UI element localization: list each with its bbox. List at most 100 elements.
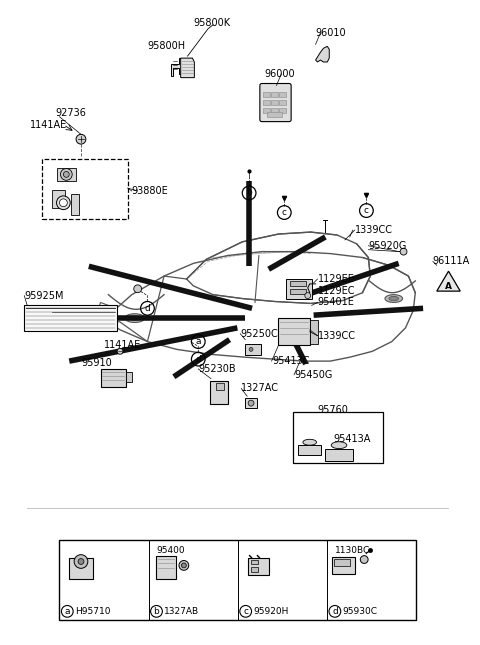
FancyBboxPatch shape <box>279 100 286 105</box>
FancyBboxPatch shape <box>57 168 76 181</box>
Text: 95413C: 95413C <box>273 356 310 366</box>
FancyBboxPatch shape <box>156 555 176 579</box>
Text: 95760: 95760 <box>318 405 348 415</box>
FancyBboxPatch shape <box>278 318 310 346</box>
Text: 95910: 95910 <box>81 358 112 368</box>
Text: 93880E: 93880E <box>132 186 168 196</box>
Text: 1130BC: 1130BC <box>335 546 370 555</box>
FancyBboxPatch shape <box>267 112 282 117</box>
Polygon shape <box>437 271 460 291</box>
Text: 96111A: 96111A <box>433 257 470 266</box>
Text: 95920G: 95920G <box>368 241 407 251</box>
FancyBboxPatch shape <box>71 194 79 215</box>
FancyBboxPatch shape <box>271 92 278 97</box>
FancyBboxPatch shape <box>52 190 65 208</box>
Ellipse shape <box>331 442 347 448</box>
Text: 95250C: 95250C <box>240 329 278 339</box>
FancyBboxPatch shape <box>210 381 228 404</box>
FancyBboxPatch shape <box>310 320 318 344</box>
Ellipse shape <box>389 297 398 301</box>
Circle shape <box>360 555 368 564</box>
Circle shape <box>63 172 69 177</box>
Circle shape <box>249 348 253 352</box>
Circle shape <box>74 555 88 568</box>
Text: A: A <box>445 283 452 292</box>
Polygon shape <box>315 46 329 62</box>
Text: 1141AE: 1141AE <box>104 341 141 350</box>
Circle shape <box>181 563 186 568</box>
Text: d: d <box>332 607 338 616</box>
Ellipse shape <box>130 315 140 321</box>
Polygon shape <box>171 58 192 75</box>
Text: 95800K: 95800K <box>193 18 230 28</box>
Text: 95925M: 95925M <box>24 291 64 301</box>
Text: 95401E: 95401E <box>318 297 354 308</box>
Text: 1141AE: 1141AE <box>30 119 67 130</box>
Circle shape <box>400 248 407 255</box>
FancyBboxPatch shape <box>260 83 291 122</box>
Text: c: c <box>243 607 248 616</box>
Ellipse shape <box>385 295 403 303</box>
FancyBboxPatch shape <box>279 108 286 113</box>
Text: 95800H: 95800H <box>147 41 186 52</box>
FancyBboxPatch shape <box>24 305 117 331</box>
Text: 1339CC: 1339CC <box>318 331 356 341</box>
Text: c: c <box>364 206 369 215</box>
Circle shape <box>57 196 70 210</box>
Circle shape <box>60 199 67 206</box>
FancyBboxPatch shape <box>271 108 278 113</box>
FancyBboxPatch shape <box>264 108 270 113</box>
FancyBboxPatch shape <box>245 344 261 355</box>
Circle shape <box>117 348 123 354</box>
Ellipse shape <box>303 439 316 445</box>
FancyBboxPatch shape <box>245 398 257 408</box>
Text: 1129EC: 1129EC <box>318 286 355 295</box>
Text: d: d <box>144 304 150 313</box>
FancyBboxPatch shape <box>248 557 269 575</box>
FancyBboxPatch shape <box>325 449 353 461</box>
Text: 92736: 92736 <box>56 108 86 118</box>
Circle shape <box>78 559 84 564</box>
Circle shape <box>60 168 72 180</box>
Text: d: d <box>195 355 201 364</box>
Text: 95450G: 95450G <box>294 370 333 380</box>
Circle shape <box>76 134 86 144</box>
FancyBboxPatch shape <box>334 559 349 566</box>
FancyBboxPatch shape <box>251 568 258 572</box>
Text: 96000: 96000 <box>265 69 295 79</box>
Circle shape <box>134 285 142 293</box>
FancyBboxPatch shape <box>264 92 270 97</box>
FancyBboxPatch shape <box>100 369 126 386</box>
Text: 1129EE: 1129EE <box>318 274 354 284</box>
Text: 1327AB: 1327AB <box>164 607 199 616</box>
FancyBboxPatch shape <box>264 100 270 105</box>
Text: c: c <box>282 208 287 217</box>
Text: 95413A: 95413A <box>333 434 371 444</box>
Text: H95710: H95710 <box>75 607 110 616</box>
Circle shape <box>305 293 311 299</box>
Text: 1339CC: 1339CC <box>355 225 393 235</box>
Text: a: a <box>195 337 201 346</box>
FancyBboxPatch shape <box>251 560 258 564</box>
Text: b: b <box>246 188 252 197</box>
FancyBboxPatch shape <box>290 281 306 286</box>
Text: a: a <box>64 607 70 616</box>
FancyBboxPatch shape <box>216 382 224 390</box>
Text: 96010: 96010 <box>315 28 346 37</box>
Text: 95230B: 95230B <box>198 364 236 374</box>
FancyBboxPatch shape <box>42 159 128 219</box>
FancyBboxPatch shape <box>290 289 306 293</box>
Polygon shape <box>180 58 194 77</box>
Circle shape <box>179 561 189 570</box>
Text: 1327AC: 1327AC <box>241 384 279 393</box>
FancyBboxPatch shape <box>69 557 93 579</box>
FancyBboxPatch shape <box>332 557 355 574</box>
Ellipse shape <box>125 313 144 322</box>
FancyBboxPatch shape <box>293 412 383 462</box>
FancyBboxPatch shape <box>298 445 322 455</box>
Text: 95930C: 95930C <box>343 607 378 616</box>
FancyBboxPatch shape <box>286 279 312 299</box>
Text: b: b <box>154 607 159 616</box>
Text: 95400: 95400 <box>156 546 185 555</box>
Circle shape <box>248 400 254 406</box>
